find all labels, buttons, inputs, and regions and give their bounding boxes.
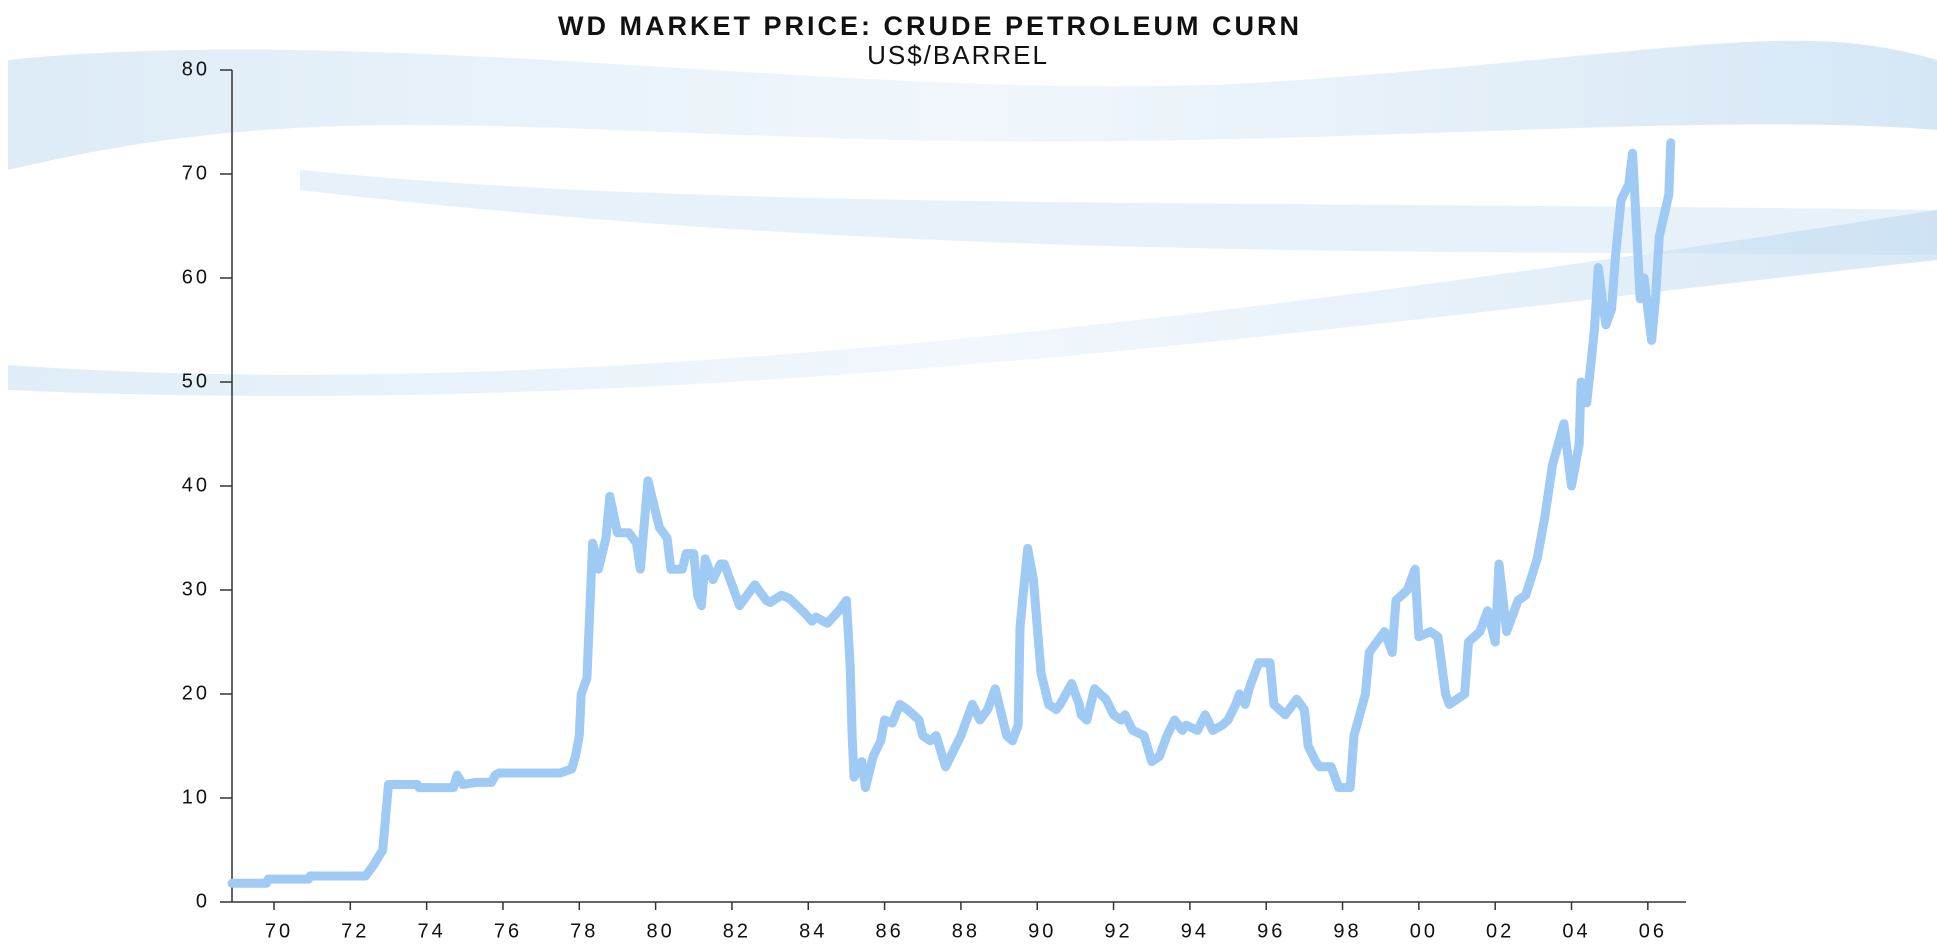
x-tick-label: 86	[875, 920, 903, 942]
x-tick-label: 06	[1639, 920, 1667, 942]
y-tick-label: 30	[182, 578, 210, 600]
chart-title: WD MARKET PRICE: CRUDE PETROLEUM CURN	[558, 11, 1302, 41]
chart: WD MARKET PRICE: CRUDE PETROLEUM CURN US…	[0, 0, 1937, 945]
background-waves	[8, 41, 1937, 396]
y-tick-label: 10	[182, 786, 210, 808]
y-tick-label: 60	[182, 266, 210, 288]
x-tick-label: 88	[952, 920, 980, 942]
y-tick-label: 70	[182, 162, 210, 184]
x-tick-label: 00	[1410, 920, 1438, 942]
y-tick-label: 50	[182, 370, 210, 392]
x-tick-label: 92	[1104, 920, 1132, 942]
y-tick-label: 40	[182, 474, 210, 496]
x-tick-label: 72	[341, 920, 369, 942]
x-tick-label: 76	[494, 920, 522, 942]
x-tick-label: 74	[418, 920, 446, 942]
x-tick-label: 90	[1028, 920, 1056, 942]
chart-subtitle: US$/BARREL	[867, 40, 1049, 70]
x-tick-label: 96	[1257, 920, 1285, 942]
x-tick-label: 94	[1181, 920, 1209, 942]
x-tick-label: 84	[799, 920, 827, 942]
y-tick-label: 80	[182, 58, 210, 80]
x-tick-label: 78	[570, 920, 598, 942]
x-tick-label: 02	[1486, 920, 1514, 942]
x-tick-label: 04	[1562, 920, 1590, 942]
page: {"chart_data": {"type": "line", "title":…	[0, 0, 1937, 945]
x-tick-label: 70	[265, 920, 293, 942]
x-tick-label: 98	[1333, 920, 1361, 942]
y-tick-label: 20	[182, 682, 210, 704]
y-tick-label: 0	[196, 890, 210, 912]
x-tick-label: 80	[646, 920, 674, 942]
wave	[300, 170, 1937, 255]
price-line	[232, 143, 1671, 883]
x-tick-label: 82	[723, 920, 751, 942]
